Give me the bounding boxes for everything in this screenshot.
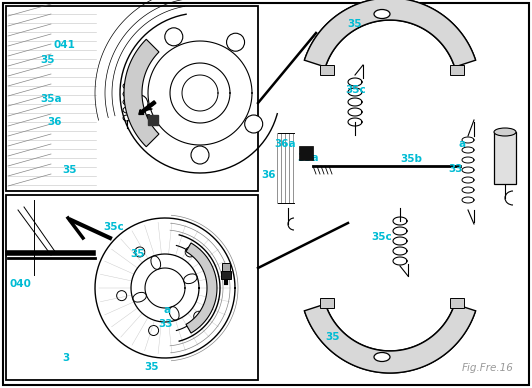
Text: 041: 041: [53, 40, 75, 50]
Bar: [148, 115, 158, 125]
Ellipse shape: [374, 9, 390, 19]
Text: 35: 35: [326, 332, 340, 342]
Circle shape: [117, 291, 127, 301]
Bar: [222, 263, 230, 271]
Polygon shape: [304, 0, 476, 67]
Circle shape: [191, 146, 209, 164]
Bar: [450, 298, 464, 308]
Circle shape: [245, 115, 263, 133]
Polygon shape: [124, 39, 159, 147]
Text: 35: 35: [40, 55, 54, 65]
Circle shape: [194, 311, 204, 321]
Text: 35c: 35c: [371, 232, 392, 242]
Text: 36: 36: [47, 117, 61, 127]
Ellipse shape: [184, 274, 197, 284]
Text: 3: 3: [63, 353, 70, 363]
Text: 35: 35: [130, 249, 145, 259]
FancyArrow shape: [139, 101, 156, 114]
Bar: [320, 65, 334, 75]
Text: Fig.Fre.16: Fig.Fre.16: [462, 363, 514, 373]
Text: 36: 36: [262, 170, 276, 180]
Text: 35a: 35a: [40, 94, 62, 104]
Polygon shape: [304, 304, 476, 373]
Text: 35: 35: [347, 19, 361, 29]
Text: 33: 33: [448, 164, 462, 174]
Ellipse shape: [169, 307, 179, 320]
Text: 35: 35: [145, 362, 159, 372]
Bar: [450, 65, 464, 75]
Ellipse shape: [374, 353, 390, 362]
Ellipse shape: [494, 128, 516, 136]
Bar: [221, 271, 231, 279]
Text: 040: 040: [10, 279, 31, 289]
Text: a: a: [459, 139, 466, 149]
Bar: [6, 195, 258, 380]
Bar: [494, 132, 516, 184]
Circle shape: [185, 247, 195, 257]
Bar: [299, 146, 313, 160]
Text: 35c: 35c: [104, 222, 124, 232]
Text: 36a: 36a: [274, 139, 296, 149]
Bar: [6, 6, 258, 191]
Text: a: a: [164, 305, 171, 315]
Circle shape: [148, 326, 159, 336]
Ellipse shape: [133, 293, 146, 302]
Text: 35a: 35a: [297, 153, 319, 163]
Polygon shape: [186, 243, 217, 333]
Circle shape: [227, 33, 245, 51]
Text: 35: 35: [63, 165, 77, 175]
Circle shape: [135, 247, 145, 257]
Circle shape: [130, 95, 148, 113]
Circle shape: [165, 28, 183, 46]
Text: 35c: 35c: [346, 85, 367, 95]
Ellipse shape: [151, 256, 161, 269]
Bar: [320, 298, 334, 308]
Text: 35b: 35b: [400, 154, 422, 164]
Text: 33: 33: [159, 319, 173, 329]
